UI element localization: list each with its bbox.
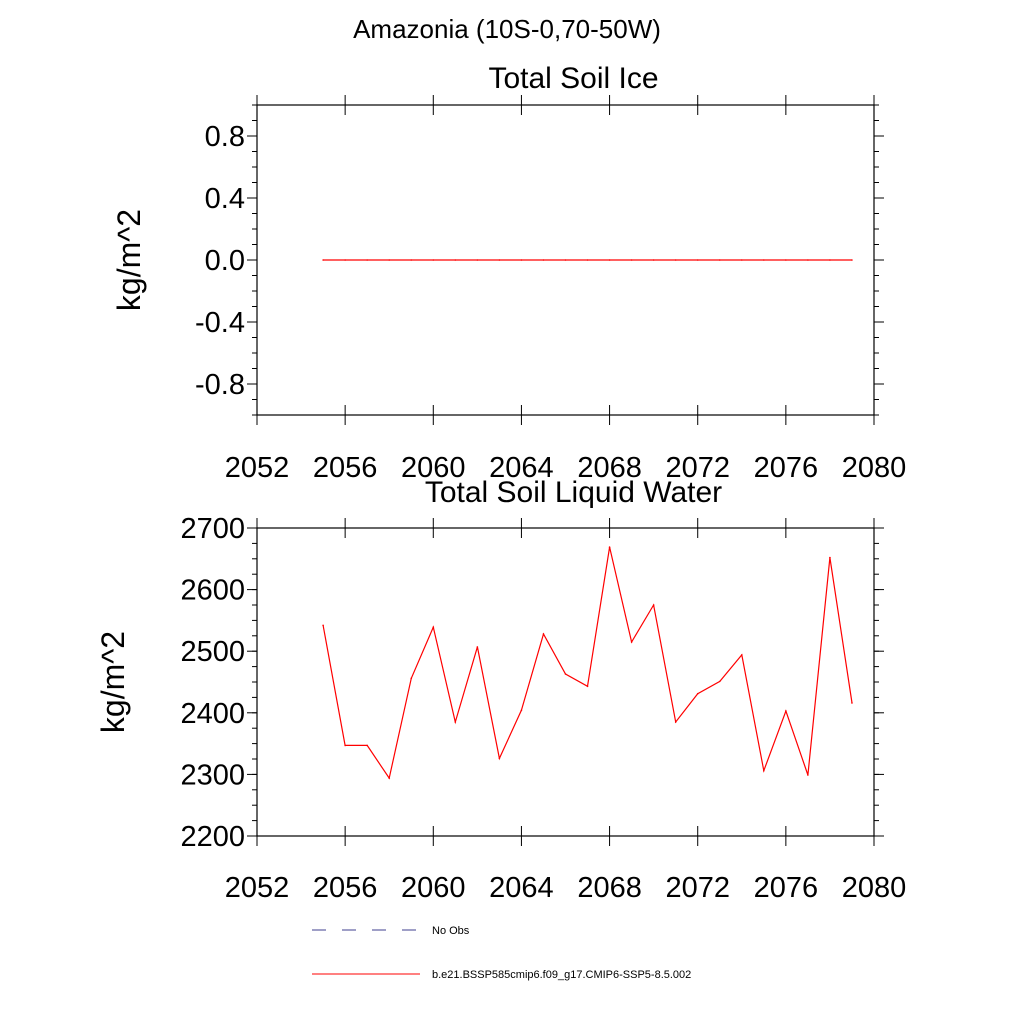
data-point <box>652 259 655 261</box>
y-tick-label: 2200 <box>180 821 245 853</box>
y-tick-label: 0.0 <box>205 245 245 277</box>
data-point <box>674 259 677 261</box>
data-point <box>851 702 853 704</box>
data-point <box>608 546 611 548</box>
data-point <box>829 259 831 261</box>
data-point <box>410 259 413 261</box>
data-point <box>674 721 677 723</box>
chart-title: Total Soil Liquid Water <box>425 476 722 509</box>
x-tick-label: 2052 <box>225 452 290 484</box>
data-point <box>410 677 413 680</box>
data-point <box>586 685 589 688</box>
data-point <box>696 259 699 261</box>
data-point <box>498 259 501 261</box>
data-point <box>520 259 523 261</box>
x-tick-label: 2064 <box>489 872 554 904</box>
x-tick-label: 2064 <box>489 452 554 484</box>
y-tick-label: 2400 <box>180 698 245 730</box>
data-point <box>432 626 435 628</box>
data-point <box>520 709 523 712</box>
data-point <box>476 259 479 261</box>
x-tick-label: 2076 <box>754 452 819 484</box>
data-point <box>432 259 435 261</box>
y-tick-label: 0.4 <box>205 183 245 215</box>
data-point <box>344 744 346 747</box>
data-point <box>785 259 787 261</box>
data-point <box>785 710 787 712</box>
y-tick-label: 2300 <box>180 759 245 791</box>
y-tick-label: 2700 <box>180 513 245 545</box>
y-tick-label: 2600 <box>180 575 245 607</box>
y-axis-label: kg/m^2 <box>111 209 147 311</box>
y-tick-label: 0.8 <box>205 121 245 153</box>
x-tick-label: 2076 <box>754 872 819 904</box>
data-point <box>388 777 391 779</box>
x-tick-label: 2072 <box>665 452 730 484</box>
chart-title: Total Soil Ice <box>488 62 658 95</box>
data-point <box>564 673 567 675</box>
data-point <box>807 774 809 776</box>
x-tick-label: 2056 <box>313 452 378 484</box>
data-point <box>740 259 743 261</box>
data-point <box>322 624 324 627</box>
y-tick-label: -0.4 <box>195 307 245 339</box>
data-point <box>718 259 721 261</box>
data-point <box>718 680 721 683</box>
data-point <box>344 259 346 261</box>
data-point <box>630 641 633 643</box>
data-point <box>630 259 633 261</box>
data-point <box>829 556 831 559</box>
legend-label-1: b.e21.BSSP585cmip6.f09_g17.CMIP6-SSP5-8.… <box>432 969 691 981</box>
legend-label-0: No Obs <box>432 925 470 937</box>
x-tick-label: 2080 <box>842 872 907 904</box>
data-point <box>740 654 743 656</box>
y-axis-label: kg/m^2 <box>95 631 131 733</box>
x-tick-label: 2060 <box>401 452 466 484</box>
data-point <box>388 259 391 261</box>
x-tick-label: 2080 <box>842 452 907 484</box>
data-point <box>586 259 589 261</box>
data-point <box>763 259 765 261</box>
plot-frame <box>256 527 875 837</box>
data-point <box>542 259 545 261</box>
data-point <box>454 721 457 723</box>
data-point <box>498 757 501 760</box>
data-point <box>322 259 324 261</box>
y-tick-label: -0.8 <box>195 369 245 401</box>
data-point <box>454 259 457 261</box>
data-point <box>851 259 853 261</box>
x-tick-label: 2068 <box>577 452 642 484</box>
x-tick-label: 2060 <box>401 872 466 904</box>
x-tick-label: 2056 <box>313 872 378 904</box>
data-point <box>366 744 368 747</box>
data-point <box>763 769 765 772</box>
x-tick-label: 2072 <box>665 872 730 904</box>
soil-liquid-water-plot: Total Soil Liquid Water 2052 2056 2060 2064 2… <box>95 476 906 904</box>
data-point <box>608 259 611 261</box>
data-point <box>366 259 368 261</box>
data-point <box>652 604 655 606</box>
data-point <box>696 692 699 695</box>
data-point <box>807 259 809 261</box>
soil-ice-plot: Total Soil Ice 2052 2056 2060 2064 2068 2072 20… <box>111 62 906 484</box>
data-point <box>542 633 545 635</box>
page-title: Amazonia (10S-0,70-50W) <box>353 14 661 44</box>
y-tick-label: 2500 <box>180 636 245 668</box>
series-line-0 <box>322 546 853 780</box>
x-tick-label: 2052 <box>225 872 290 904</box>
data-point <box>476 646 479 648</box>
data-point <box>564 259 567 261</box>
legend: No Obs b.e21.BSSP585cmip6.f09_g17.CMIP6-S… <box>312 925 691 981</box>
x-tick-label: 2068 <box>577 872 642 904</box>
